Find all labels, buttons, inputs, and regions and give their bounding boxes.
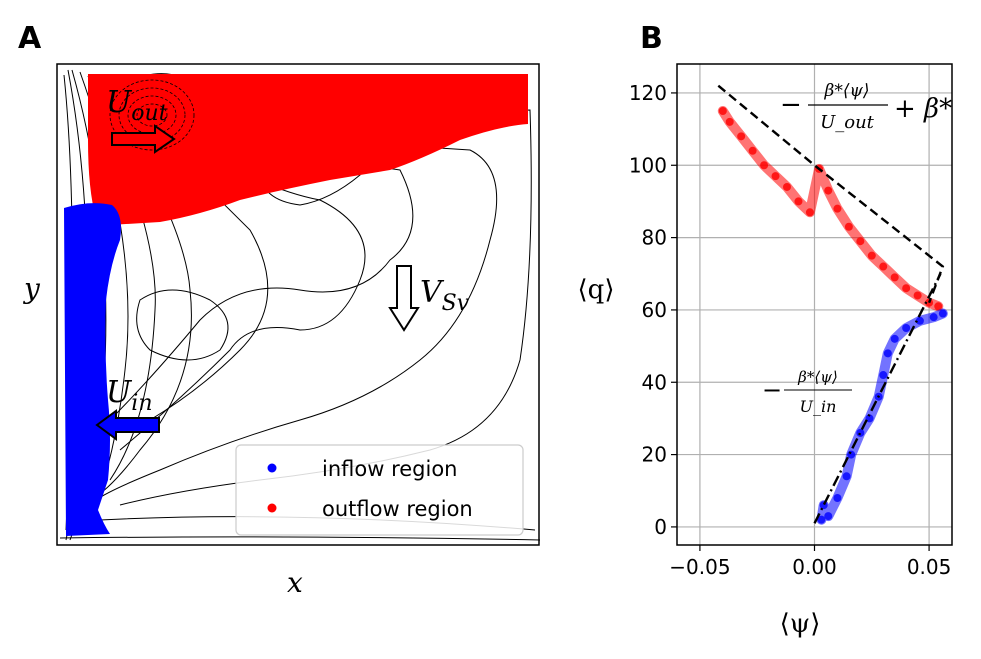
inflow-region-band [816, 308, 948, 525]
outflow-region-point [725, 117, 734, 126]
legend-box [235, 444, 524, 536]
inflow-region-point [938, 309, 947, 318]
inflow-region-point [929, 313, 938, 322]
legend-marker-inflow [267, 463, 277, 473]
inflow-region-point [902, 324, 911, 333]
inflow-region-point [883, 349, 892, 358]
outflow-region-point [794, 197, 803, 206]
svg-text:−: − [762, 376, 782, 404]
inflow-relation-label: − β*⟨ψ⟩ U_in [762, 368, 852, 416]
y-tick-label: 40 [642, 370, 667, 394]
panel-b-yticks: 0 20 40 60 80 100 120 [629, 81, 677, 539]
panel-b-xticks: −0.05 0.00 0.05 [669, 545, 951, 579]
panel-b-scatter [717, 106, 948, 525]
x-tick-label: 0.00 [792, 555, 837, 579]
panel-b-xlabel: ⟨ψ⟩ [780, 609, 821, 639]
legend-marker-outflow [267, 503, 277, 513]
u-in-label: Uin [106, 375, 153, 416]
outflow-relation-label: − β*⟨ψ⟩ U_out + β* [780, 81, 952, 133]
outflow-label-suffix: + β* [894, 94, 952, 124]
outflow-region-point [805, 208, 814, 217]
panel-a-plot: Uout Uin VSv inflow region outflow regio… [22, 63, 541, 599]
outflow-region-point [879, 262, 888, 271]
outflow-region-point [760, 161, 769, 170]
outflow-region-point [902, 284, 911, 293]
y-tick-label: 60 [642, 298, 667, 322]
outflow-label-denominator: U_out [820, 112, 875, 133]
outflow-region-point [856, 237, 865, 246]
inflow-region-point [879, 371, 888, 380]
u-out-arrow [111, 124, 176, 154]
panel-a-frame [56, 63, 540, 546]
inflow-region-point [847, 450, 856, 459]
inflow-label-denominator: U_in [800, 397, 837, 416]
outflow-label-numerator: β*⟨ψ⟩ [824, 81, 870, 101]
outflow-region-point [824, 186, 833, 195]
y-tick-label: 120 [629, 81, 667, 105]
inflow-region-point [915, 316, 924, 325]
outflow-region-point [867, 251, 876, 260]
legend-item-inflow: inflow region [322, 457, 458, 481]
contour-line [136, 289, 229, 361]
inflow-relation-line [813, 273, 942, 524]
panel-b-reference-lines [717, 84, 945, 524]
outflow-region-point [913, 291, 922, 300]
inflow-region-area [64, 203, 121, 537]
panel-b-grid [677, 64, 952, 545]
outflow-region-area [88, 74, 528, 225]
panel-b-label: B [640, 21, 663, 56]
inflow-region-point [890, 334, 899, 343]
outflow-region-point [737, 132, 746, 141]
outflow-region-point [771, 172, 780, 181]
outflow-relation-line [717, 84, 945, 304]
x-tick-label: −0.05 [669, 555, 730, 579]
u-in-arrow [95, 409, 160, 441]
outflow-region-point [718, 107, 727, 116]
outflow-region-band [717, 106, 944, 312]
outflow-region-point [890, 273, 899, 282]
panel-a-ylabel: y [22, 272, 41, 305]
inflow-region-point [842, 472, 851, 481]
y-tick-label: 0 [654, 515, 667, 539]
outflow-region-point [844, 222, 853, 231]
u-out-label: Uout [106, 85, 168, 126]
legend-item-outflow: outflow region [322, 497, 473, 521]
outflow-region-point [833, 204, 842, 213]
panel-a-label: A [18, 21, 42, 56]
panel-b-ylabel: ⟨q⟩ [578, 275, 615, 305]
contour-line [59, 536, 541, 541]
inflow-region-point [819, 501, 828, 510]
y-tick-label: 100 [629, 153, 667, 177]
outflow-region-point [783, 182, 791, 191]
outflow-region-point [748, 146, 757, 155]
x-tick-label: 0.05 [907, 555, 952, 579]
v-sv-label: VSv [420, 275, 470, 316]
panel-a-legend: inflow region outflow region [235, 444, 524, 536]
inflow-region-point [856, 428, 865, 437]
inflow-region-point [817, 515, 826, 524]
y-tick-label: 80 [642, 226, 667, 250]
outflow-region-point [934, 302, 943, 311]
inflow-label-numerator: β*⟨ψ⟩ [797, 368, 838, 386]
inflow-region-point [833, 493, 842, 502]
svg-text:−: − [780, 90, 802, 120]
panel-b-plot: −0.05 0.00 0.05 0 20 40 60 80 100 120 − β*⟨ψ⟩ U_… [578, 63, 953, 639]
y-tick-label: 20 [642, 443, 667, 467]
panel-a-xlabel: x [287, 566, 303, 599]
v-sv-arrow [388, 265, 420, 332]
inflow-region-point [824, 512, 833, 521]
